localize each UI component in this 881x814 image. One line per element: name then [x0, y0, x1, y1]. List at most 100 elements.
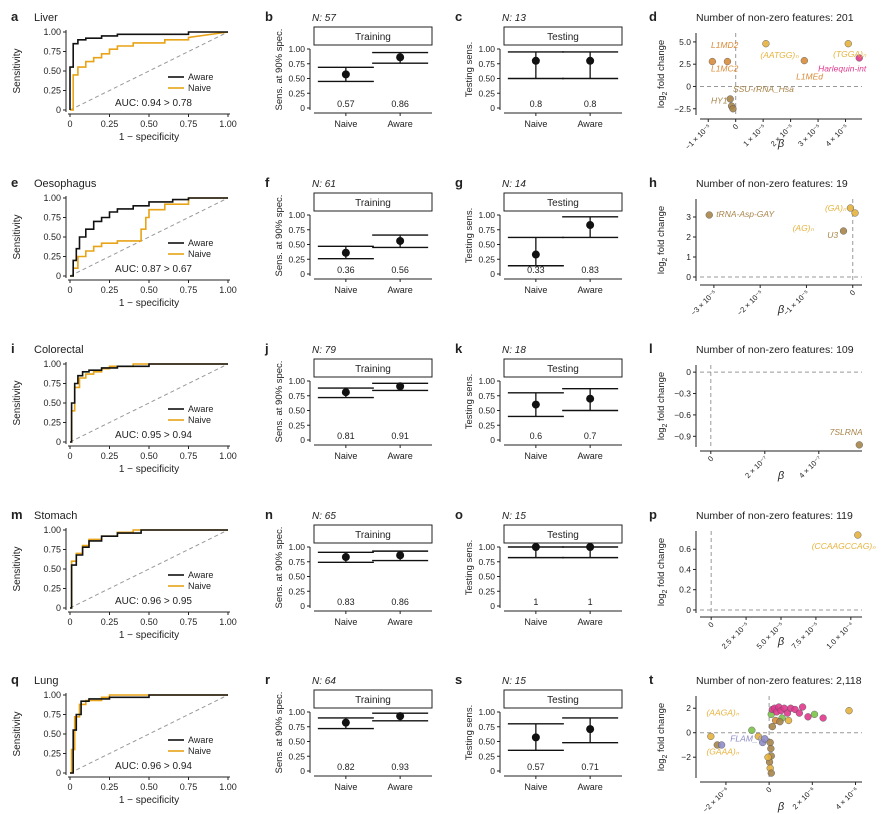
y-tick-label: 0: [686, 605, 691, 615]
legend-label-naive: Naive: [188, 581, 211, 591]
panel-letter: t: [649, 672, 654, 687]
y-axis-label-sub: 2: [662, 423, 669, 427]
y-tick-label: 0.25: [478, 586, 495, 596]
y-tick-label: 0.75: [43, 213, 61, 223]
strip-header: [503, 524, 623, 544]
y-tick-label: 0.50: [43, 564, 61, 574]
x-tick-label: −1 × 10⁻⁵: [683, 122, 712, 151]
x-axis-label: 1 − specificity: [119, 795, 179, 806]
category-label-naive: Naive: [524, 782, 547, 792]
category-label-naive: Naive: [524, 119, 547, 129]
strip-header: [313, 192, 433, 212]
strip-title: Testing: [547, 198, 579, 209]
volcano-panel-d: d Number of non-zero features: 201 5.0 2.5 0…: [649, 9, 867, 151]
x-tick-label: 0: [706, 454, 715, 463]
y-tick-label: 1.00: [478, 707, 495, 717]
panel-letter: d: [649, 9, 657, 24]
x-tick-label: 0.75: [180, 451, 198, 461]
category-label-aware: Aware: [577, 119, 602, 129]
panel-letter: s: [455, 672, 462, 687]
feature-annotation: HY1: [711, 95, 728, 105]
feature-point: [707, 732, 715, 741]
feature-point: [800, 56, 808, 65]
point-estimate-naive: [531, 543, 540, 551]
y-tick-label: 0: [686, 367, 691, 377]
y-tick-label: 0.75: [43, 710, 61, 720]
y-tick-label: 0: [490, 435, 495, 445]
x-axis-label: β: [777, 304, 785, 316]
y-tick-label: 0.75: [288, 225, 305, 235]
strip-title: Training: [355, 530, 391, 541]
y-tick-label: 0.75: [43, 379, 61, 389]
legend-label-aware: Aware: [188, 72, 213, 82]
point-estimate-naive: [341, 553, 350, 562]
feature-point: [855, 441, 863, 449]
y-tick-label: 1.00: [478, 44, 495, 54]
y-tick-label: 0: [300, 103, 305, 113]
x-tick-label: 0: [764, 785, 773, 794]
x-tick-label: 0.50: [140, 451, 158, 461]
feature-point: [748, 726, 756, 734]
y-tick-label: 0.25: [288, 88, 305, 98]
y-tick-label: 0.50: [43, 729, 61, 739]
y-tick-label: 0.50: [288, 240, 305, 250]
feature-point: [851, 209, 859, 217]
auc-annotation: AUC: 0.96 > 0.95: [115, 596, 192, 607]
x-tick-label: 0.25: [101, 782, 119, 792]
feature-point: [844, 40, 852, 48]
y-tick-label: 0.25: [43, 418, 61, 428]
value-label: 0.56: [391, 265, 409, 275]
x-tick-label: 0.25: [101, 451, 119, 461]
roc-panel-i: i Colorectal 0 0.25 0.50 0.75 1.00 0 0.25 0.50 0.7…: [11, 341, 237, 475]
strip-title: Training: [355, 198, 391, 209]
strip-title: Testing: [547, 364, 579, 375]
feature-point: [798, 703, 807, 711]
feature-point: [729, 105, 737, 113]
y-tick-label: 0.75: [478, 722, 495, 732]
x-tick-label: 0: [67, 617, 72, 627]
x-axis-label: β: [777, 138, 785, 150]
n-annotation: N: 65: [312, 511, 336, 522]
y-tick-label: 0.75: [288, 557, 305, 567]
y-tick-label: 0.25: [288, 420, 305, 430]
y-axis-label-log: log: [656, 427, 667, 440]
y-tick-label: 1.00: [43, 193, 61, 203]
n-annotation: N: 14: [502, 179, 526, 190]
diagonal-reference: [69, 694, 229, 774]
n-annotation: N: 18: [502, 345, 526, 356]
feature-annotation: L1MD2: [711, 40, 739, 50]
value-label: 0.36: [337, 265, 355, 275]
category-label-naive: Naive: [524, 451, 547, 461]
strip-header: [313, 689, 433, 709]
auc-annotation: AUC: 0.95 > 0.94: [115, 430, 192, 441]
y-tick-label: 1.00: [288, 707, 305, 717]
y-tick-label: 0.50: [478, 572, 495, 582]
strip-header: [313, 26, 433, 46]
volcano-panel-l: l Number of non-zero features: 109 0 −0.3 −0…: [649, 341, 863, 482]
value-label: 0.8: [584, 99, 597, 109]
value-label: 1: [533, 597, 538, 607]
y-axis-label: log2 fold change: [656, 372, 669, 440]
x-tick-label: 1.00: [219, 119, 237, 129]
y-tick-label: 5.0: [679, 37, 691, 47]
y-axis-label: log2 fold change: [656, 40, 669, 108]
y-tick-label: 0.75: [43, 47, 61, 57]
y-tick-label: 1.00: [43, 27, 61, 37]
point-estimate-aware: [396, 551, 405, 560]
point-estimate-aware: [396, 382, 405, 391]
panel-letter: l: [649, 341, 653, 356]
y-tick-label: 0.25: [288, 254, 305, 264]
feature-annotation: L1MC2: [711, 63, 739, 73]
y-tick-label: 0: [56, 603, 61, 613]
y-tick-label: 0.25: [43, 584, 61, 594]
roc-panel-m: m Stomach 0 0.25 0.50 0.75 1.00 0 0.25 0.50 0.75 1.…: [11, 507, 237, 641]
y-tick-label: 0: [686, 272, 691, 282]
x-tick-label: 2 × 10⁻⁷: [743, 454, 769, 480]
legend-label-naive: Naive: [188, 746, 211, 756]
legend-label-naive: Naive: [188, 415, 211, 425]
category-label-aware: Aware: [577, 617, 602, 627]
y-tick-label: 1.00: [43, 690, 61, 700]
